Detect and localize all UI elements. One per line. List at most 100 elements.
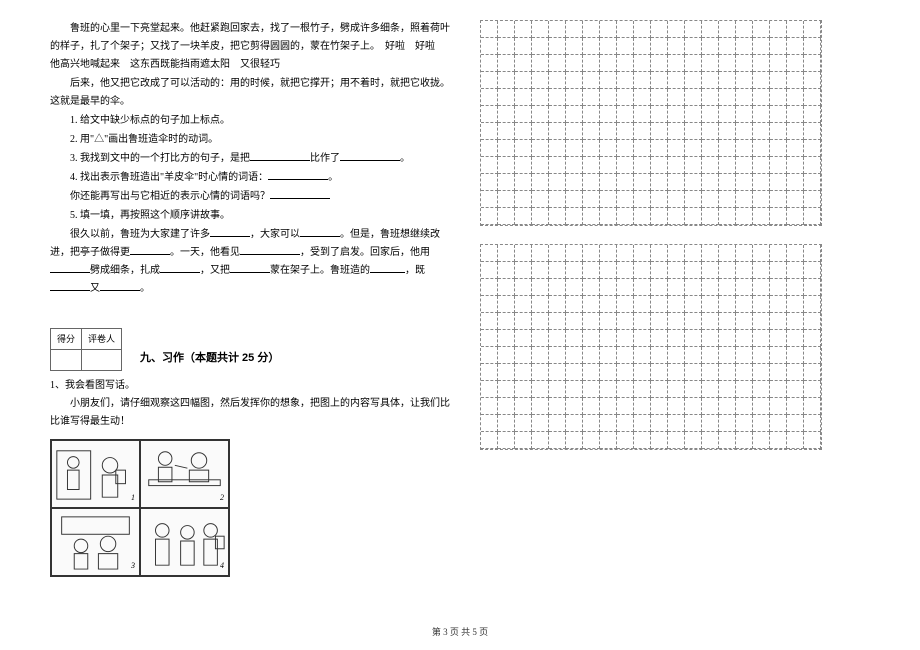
grid-cell[interactable] (702, 21, 719, 38)
q4-blank-2[interactable] (270, 189, 330, 199)
grid-cell[interactable] (702, 208, 719, 225)
grid-cell[interactable] (532, 279, 549, 296)
grid-cell[interactable] (583, 140, 600, 157)
grid-cell[interactable] (481, 55, 498, 72)
grid-cell[interactable] (719, 38, 736, 55)
grid-cell[interactable] (481, 72, 498, 89)
grid-cell[interactable] (515, 330, 532, 347)
grid-cell[interactable] (532, 398, 549, 415)
grid-cell[interactable] (753, 330, 770, 347)
grid-cell[interactable] (736, 21, 753, 38)
grid-cell[interactable] (515, 38, 532, 55)
grid-cell[interactable] (549, 432, 566, 449)
grid-cell[interactable] (651, 157, 668, 174)
grid-cell[interactable] (685, 72, 702, 89)
grid-cell[interactable] (651, 208, 668, 225)
grid-cell[interactable] (515, 123, 532, 140)
grid-cell[interactable] (566, 191, 583, 208)
grid-cell[interactable] (566, 330, 583, 347)
grid-cell[interactable] (651, 432, 668, 449)
grid-cell[interactable] (566, 279, 583, 296)
grid-cell[interactable] (617, 21, 634, 38)
grid-cell[interactable] (634, 296, 651, 313)
grid-cell[interactable] (719, 208, 736, 225)
grid-cell[interactable] (515, 313, 532, 330)
grid-cell[interactable] (753, 398, 770, 415)
grid-cell[interactable] (753, 245, 770, 262)
grid-cell[interactable] (668, 21, 685, 38)
grid-cell[interactable] (702, 313, 719, 330)
grid-cell[interactable] (804, 313, 821, 330)
grid-cell[interactable] (566, 106, 583, 123)
grid-cell[interactable] (668, 106, 685, 123)
grid-cell[interactable] (600, 398, 617, 415)
grid-cell[interactable] (685, 123, 702, 140)
grid-cell[interactable] (481, 296, 498, 313)
grid-cell[interactable] (719, 364, 736, 381)
grid-cell[interactable] (753, 313, 770, 330)
grid-cell[interactable] (804, 432, 821, 449)
grid-cell[interactable] (787, 157, 804, 174)
grid-cell[interactable] (685, 245, 702, 262)
grid-cell[interactable] (532, 174, 549, 191)
grid-cell[interactable] (549, 174, 566, 191)
grid-cell[interactable] (532, 415, 549, 432)
fill-blank-3[interactable] (130, 245, 170, 255)
grid-cell[interactable] (736, 123, 753, 140)
grid-cell[interactable] (515, 174, 532, 191)
grid-cell[interactable] (634, 72, 651, 89)
grid-cell[interactable] (498, 123, 515, 140)
grid-cell[interactable] (770, 21, 787, 38)
grid-cell[interactable] (549, 157, 566, 174)
grid-cell[interactable] (753, 279, 770, 296)
grid-cell[interactable] (566, 89, 583, 106)
grid-cell[interactable] (600, 245, 617, 262)
grid-cell[interactable] (549, 38, 566, 55)
grid-cell[interactable] (498, 157, 515, 174)
grid-cell[interactable] (651, 296, 668, 313)
grid-cell[interactable] (736, 208, 753, 225)
grid-cell[interactable] (651, 330, 668, 347)
grid-cell[interactable] (498, 296, 515, 313)
grid-cell[interactable] (617, 72, 634, 89)
grid-cell[interactable] (753, 157, 770, 174)
grid-cell[interactable] (753, 415, 770, 432)
q4-blank-1[interactable] (268, 170, 328, 180)
grid-cell[interactable] (804, 279, 821, 296)
grid-cell[interactable] (804, 330, 821, 347)
grid-cell[interactable] (651, 415, 668, 432)
grid-cell[interactable] (583, 72, 600, 89)
grid-cell[interactable] (770, 38, 787, 55)
grid-cell[interactable] (532, 72, 549, 89)
grid-cell[interactable] (566, 140, 583, 157)
grid-cell[interactable] (702, 245, 719, 262)
grid-cell[interactable] (481, 89, 498, 106)
grid-cell[interactable] (481, 157, 498, 174)
grid-cell[interactable] (702, 330, 719, 347)
grid-cell[interactable] (685, 140, 702, 157)
grid-cell[interactable] (634, 347, 651, 364)
grid-cell[interactable] (600, 415, 617, 432)
grid-cell[interactable] (651, 262, 668, 279)
grid-cell[interactable] (583, 55, 600, 72)
grid-cell[interactable] (481, 415, 498, 432)
grid-cell[interactable] (804, 381, 821, 398)
grid-cell[interactable] (549, 21, 566, 38)
grid-cell[interactable] (566, 381, 583, 398)
grid-cell[interactable] (736, 38, 753, 55)
grid-cell[interactable] (770, 364, 787, 381)
grid-cell[interactable] (668, 296, 685, 313)
grid-cell[interactable] (532, 432, 549, 449)
grid-cell[interactable] (498, 245, 515, 262)
grid-cell[interactable] (685, 157, 702, 174)
grid-cell[interactable] (549, 106, 566, 123)
grid-cell[interactable] (617, 347, 634, 364)
grid-cell[interactable] (787, 208, 804, 225)
grid-cell[interactable] (549, 364, 566, 381)
grid-cell[interactable] (498, 191, 515, 208)
grid-cell[interactable] (617, 330, 634, 347)
grid-cell[interactable] (583, 381, 600, 398)
grid-cell[interactable] (617, 415, 634, 432)
grid-cell[interactable] (566, 296, 583, 313)
grid-cell[interactable] (753, 364, 770, 381)
